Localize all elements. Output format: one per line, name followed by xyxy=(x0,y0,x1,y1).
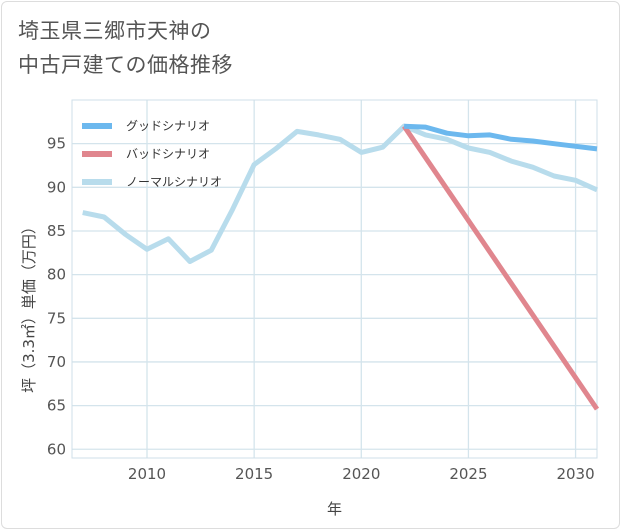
legend-label: グッドシナリオ xyxy=(126,119,210,133)
plot-area xyxy=(71,99,598,459)
series-line-normal xyxy=(82,123,599,264)
y-tick-label: 80 xyxy=(47,266,66,284)
title-line-1: 埼玉県三郷市天神の xyxy=(18,19,212,43)
legend-item-good: グッドシナリオ xyxy=(82,119,210,133)
y-tick-label: 90 xyxy=(47,178,66,196)
tick-labels: 2010 2015 2020 2025 2030 60 65 70 75 80 85 90 95 xyxy=(47,135,595,483)
title-line-2: 中古戸建ての価格推移 xyxy=(18,53,233,77)
x-tick-label: 2025 xyxy=(449,465,487,483)
x-tick-label: 2020 xyxy=(342,465,380,483)
legend-item-normal: ノーマルシナリオ xyxy=(82,175,222,189)
legend-label: バッドシナリオ xyxy=(126,147,210,161)
y-axis-title: 坪（3.3㎡）単価（万円） xyxy=(20,219,38,393)
series-line-good xyxy=(403,123,598,152)
series-line-bad xyxy=(402,124,600,411)
series-layer xyxy=(82,123,600,411)
y-tick-label: 75 xyxy=(47,309,66,327)
x-tick-label: 2030 xyxy=(556,465,594,483)
y-tick-label: 70 xyxy=(47,353,66,371)
y-tick-label: 65 xyxy=(47,397,66,415)
legend-item-bad: バッドシナリオ xyxy=(82,147,210,161)
y-tick-label: 85 xyxy=(47,222,66,240)
grid-lines xyxy=(72,100,597,458)
legend-label: ノーマルシナリオ xyxy=(126,175,222,189)
x-axis-title: 年 xyxy=(327,500,342,518)
y-tick-label: 95 xyxy=(47,135,66,153)
page-title: 埼玉県三郷市天神の 中古戸建ての価格推移 xyxy=(18,14,233,82)
x-tick-label: 2015 xyxy=(235,465,273,483)
y-tick-label: 60 xyxy=(47,440,66,458)
x-tick-label: 2010 xyxy=(128,465,166,483)
